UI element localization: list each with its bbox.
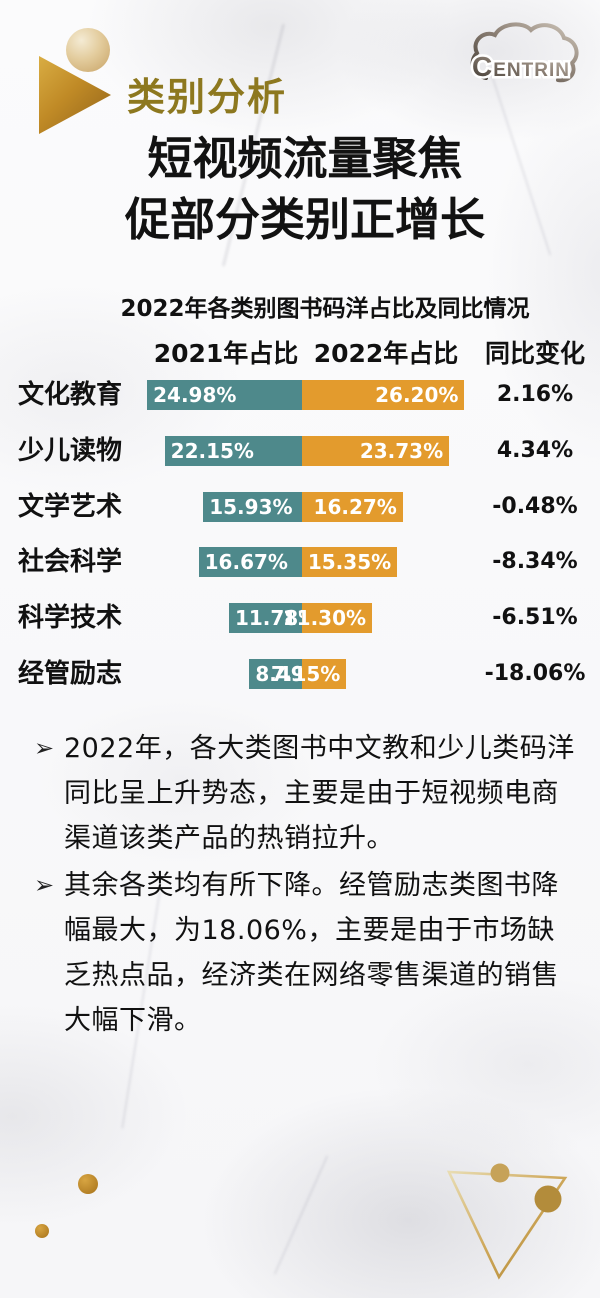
bar-value-2021: 24.98% — [153, 383, 237, 407]
chart-row: 文学艺术 15.93% 16.27% -0.48% — [0, 491, 600, 522]
gold-dot-icon — [490, 1163, 510, 1183]
change-value: -0.48% — [492, 493, 578, 519]
column-header-2022: 2022年占比 — [313, 339, 459, 368]
centrin-cloud-logo: CENTRIN — [470, 22, 579, 85]
change-value: -8.34% — [492, 549, 578, 575]
bar-2021: 16.67% — [198, 547, 302, 578]
logo-text: CENTRIN — [472, 51, 570, 82]
category-label: 文学艺术 — [18, 491, 123, 522]
chart-row: 文化教育 24.98% 26.20% 2.16% — [0, 380, 600, 410]
bar-2022: 15.35% — [302, 547, 398, 578]
bullet-text: 其余各类均有所下降。经管励志类图书降幅最大，为18.06%，主要是由于市场缺乏热… — [64, 870, 559, 1036]
chart-row: 科学技术 11.78% 11.30% -6.51% — [0, 603, 600, 634]
bar-value-2022: 7.15% — [270, 662, 341, 686]
category-label: 文化教育 — [18, 380, 123, 410]
gold-dot-icon — [35, 1224, 49, 1238]
bar-2021: 8.49% — [249, 659, 325, 689]
category-label: 经管励志 — [18, 659, 123, 689]
bar-2022: 11.30% — [283, 603, 373, 634]
bar-2022: 7.15% — [271, 659, 347, 689]
bar-2021: 24.98% — [147, 380, 302, 410]
bar-2022: 23.73% — [302, 435, 450, 466]
arrow-bullet-icon: ➢ — [34, 734, 55, 762]
bar-value-2022: 23.73% — [359, 438, 444, 463]
cloud-outline-icon — [470, 22, 579, 83]
category-label: 社会科学 — [18, 547, 123, 578]
bullet-item: ➢ 其余各类均有所下降。经管励志类图书降幅最大，为18.06%，主要是由于市场缺… — [34, 863, 578, 1043]
chart-row: 经管励志 8.49% 7.15% -18.06% — [0, 659, 600, 689]
marble-vein — [273, 1155, 329, 1275]
bullet-item: ➢ 2022年，各大类图书中文教和少儿类码洋同比呈上升势态，主要是由于短视频电商… — [34, 726, 578, 861]
bar-value-2022: 16.27% — [313, 494, 397, 519]
bar-2022: 26.20% — [302, 380, 465, 410]
change-value: -18.06% — [484, 661, 586, 686]
category-label: 少儿读物 — [18, 435, 123, 466]
bar-chart: 文化教育 24.98% 26.20% 2.16% 少儿读物 22.15% 23.73% 4.3… — [0, 380, 600, 689]
chart-row: 少儿读物 22.15% 23.73% 4.34% — [0, 435, 600, 466]
page-title-line2: 促部分类别正增长 — [124, 193, 485, 246]
column-header-2021: 2021年占比 — [153, 339, 299, 368]
page-title-line1: 短视频流量聚焦 — [147, 132, 463, 185]
gold-dot-icon — [534, 1185, 562, 1213]
column-header-change: 同比变化 — [484, 339, 585, 368]
bar-value-2021: 22.15% — [170, 438, 254, 463]
bar-2021: 11.78% — [228, 603, 318, 634]
bar-2022: 16.27% — [302, 491, 403, 522]
arrow-bullet-icon: ➢ — [34, 871, 55, 899]
change-value: 4.34% — [496, 437, 574, 463]
change-value: 2.16% — [496, 382, 574, 407]
change-value: -6.51% — [492, 605, 578, 631]
gold-circle-icon — [66, 28, 110, 72]
bullet-text: 2022年，各大类图书中文教和少儿类码洋同比呈上升势态，主要是由于短视频电商渠道… — [64, 733, 575, 854]
bar-value-2022: 26.20% — [375, 383, 459, 407]
bar-2021: 22.15% — [164, 435, 302, 466]
section-label: 类别分析 — [127, 75, 288, 119]
chart-title: 2022年各类别图书码洋占比及同比情况 — [120, 296, 530, 322]
chart-row: 社会科学 16.67% 15.35% -8.34% — [0, 547, 600, 578]
category-label: 科学技术 — [18, 603, 123, 634]
bar-value-2021: 16.67% — [204, 550, 288, 575]
insight-bullets: ➢ 2022年，各大类图书中文教和少儿类码洋同比呈上升势态，主要是由于短视频电商… — [34, 726, 578, 1045]
page-title: 短视频流量聚焦 促部分类别正增长 — [5, 128, 600, 250]
bar-value-2022: 15.35% — [307, 550, 392, 575]
bar-2021: 15.93% — [203, 491, 302, 522]
gold-dot-icon — [78, 1174, 98, 1194]
bar-value-2021: 15.93% — [209, 494, 293, 519]
gold-triangle-outline-decoration — [446, 1163, 568, 1280]
bar-value-2022: 11.30% — [282, 606, 367, 631]
